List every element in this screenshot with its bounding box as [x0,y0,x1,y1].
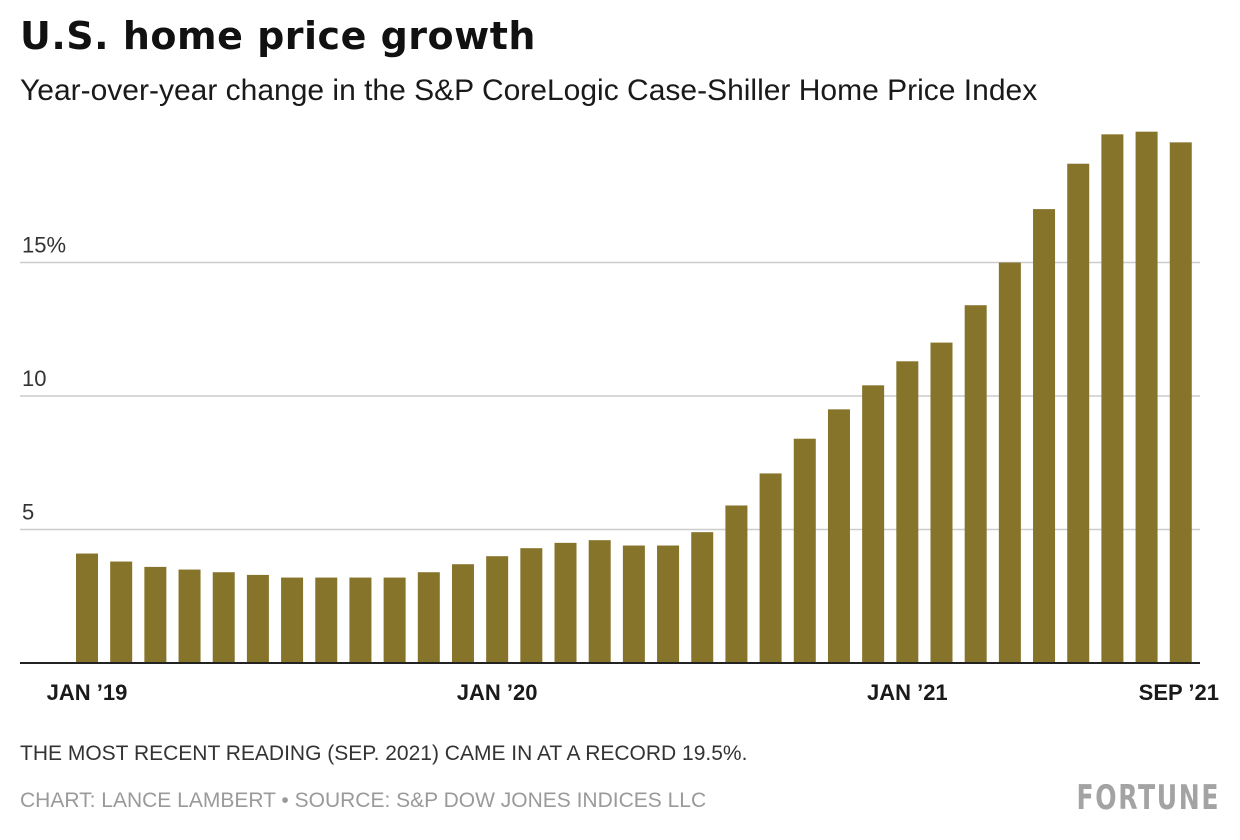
x-tick-label: JAN ’20 [457,680,538,705]
bar-chart: 5 10 15% JAN ’19 JAN ’20 JAN ’21 SEP ’21 [20,131,1219,705]
bar [281,577,304,663]
bar [1169,142,1192,664]
chart-credit: CHART: LANCE LAMBERT • SOURCE: S&P DOW J… [20,789,707,812]
chart-subtitle: Year-over-year change in the S&P CoreLog… [20,74,1038,107]
bar [862,385,885,663]
bar [212,572,235,663]
bar [896,361,919,663]
bar [554,542,577,663]
bar [827,409,850,663]
bar [1101,134,1124,664]
y-tick-label: 10 [22,366,46,391]
bar [178,569,201,663]
x-axis-ticks: JAN ’19 JAN ’20 JAN ’21 SEP ’21 [47,680,1219,705]
bar [417,572,440,663]
bar [691,532,714,663]
bar [1135,131,1158,664]
bar [1033,209,1056,663]
x-tick-label: JAN ’21 [867,680,948,705]
bar [144,566,167,663]
bar [588,540,611,663]
bar [759,473,782,663]
bar [246,574,269,663]
bar [486,556,509,663]
bar [725,505,748,663]
y-tick-label: 5 [22,500,34,525]
bar [793,438,816,663]
bar [349,577,372,663]
gridlines [20,261,1200,531]
bar [110,561,133,663]
bar [1067,163,1090,663]
bars [76,131,1192,664]
chart-note: THE MOST RECENT READING (SEP. 2021) CAME… [20,742,748,765]
bar [315,577,338,663]
bar [998,262,1021,663]
bar [520,548,543,663]
chart-title: U.S. home price growth [20,14,536,58]
bar [622,545,645,663]
x-tick-label: JAN ’19 [47,680,128,705]
bar [451,564,474,663]
bar [930,342,953,663]
bar [657,545,680,663]
x-tick-label: SEP ’21 [1139,680,1219,705]
bar [964,305,987,663]
bar [76,553,98,663]
bar [383,577,406,663]
y-axis-ticks: 5 10 15% [22,233,66,525]
y-tick-label: 15% [22,233,66,258]
fortune-logo: FORTUNE [1076,778,1220,818]
